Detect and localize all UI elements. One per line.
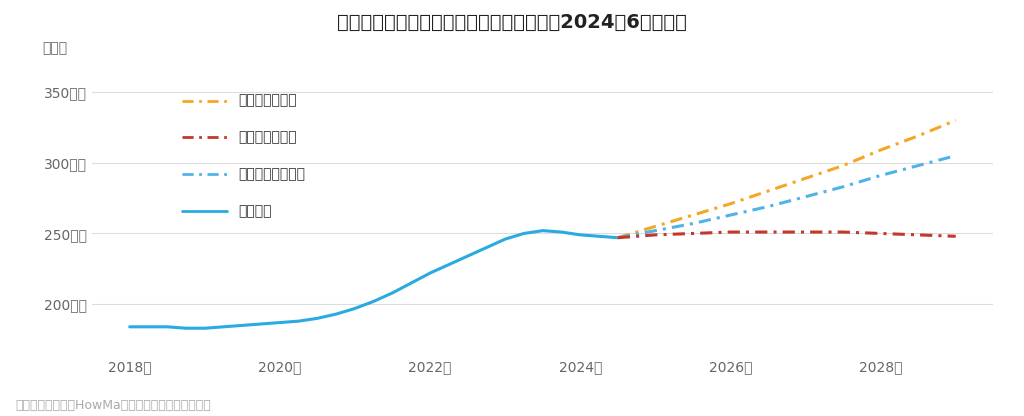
Text: ノーマルシナリオ: ノーマルシナリオ	[239, 167, 305, 181]
Text: 大宮駅周辺の中古マンションの価格動向（2024年6月時点）: 大宮駅周辺の中古マンションの価格動向（2024年6月時点）	[337, 12, 687, 32]
Text: グッドシナリオ: グッドシナリオ	[239, 94, 297, 107]
Text: 坪単価: 坪単価	[43, 41, 68, 55]
Text: バッドシナリオ: バッドシナリオ	[239, 130, 297, 144]
Text: 売出し事例を元にHowMa運営元のコラビットが集計: 売出し事例を元にHowMa運営元のコラビットが集計	[15, 399, 211, 412]
Text: 過去推移: 過去推移	[239, 204, 271, 218]
